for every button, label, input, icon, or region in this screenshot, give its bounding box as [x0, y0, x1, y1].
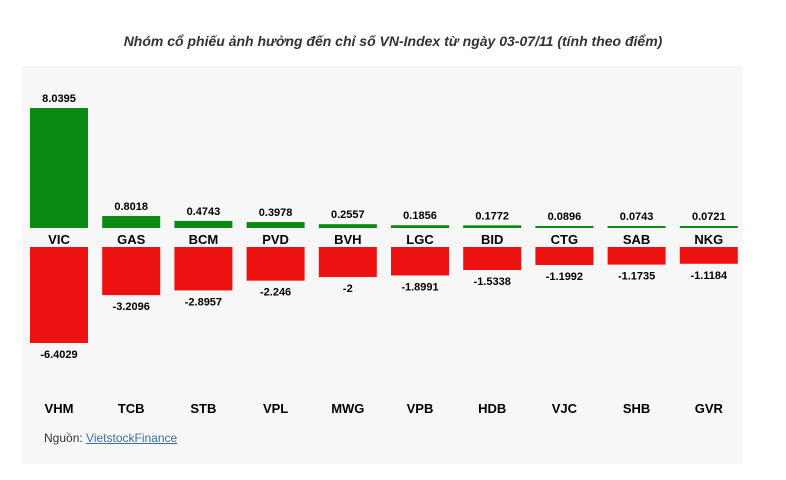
negative-category-label: VPB: [407, 401, 434, 416]
negative-value-label: -1.8991: [401, 281, 438, 293]
positive-bar: [607, 226, 666, 228]
negative-value-label: -6.4029: [40, 349, 77, 361]
negative-category-label: VJC: [552, 401, 578, 416]
positive-category-label: SAB: [623, 232, 650, 247]
negative-value-label: -1.5338: [474, 276, 511, 288]
positive-category-label: LGC: [406, 232, 434, 247]
negative-value-label: -1.1992: [546, 271, 583, 283]
positive-value-label: 0.8018: [114, 201, 148, 213]
negative-value-label: -1.1184: [690, 270, 728, 282]
negative-category-label: GVR: [695, 401, 724, 416]
positive-value-label: 0.4743: [187, 206, 221, 218]
positive-bar: [679, 226, 738, 228]
negative-value-label: -2: [343, 283, 353, 295]
negative-category-label: STB: [190, 401, 216, 416]
positive-value-label: 0.1856: [403, 210, 437, 222]
negative-bar: [174, 247, 233, 291]
negative-bar: [391, 247, 449, 276]
positive-category-label: BVH: [334, 232, 361, 247]
positive-bar: [246, 222, 305, 228]
positive-category-label: BID: [481, 232, 503, 247]
positive-bar: [535, 226, 594, 228]
positive-bar: [463, 225, 522, 228]
positive-bar: [318, 224, 377, 228]
positive-category-label: GAS: [117, 232, 146, 247]
negative-category-label: MWG: [331, 401, 364, 416]
negative-value-label: -2.246: [260, 287, 291, 299]
negative-value-label: -3.2096: [113, 301, 150, 313]
negative-category-label: TCB: [118, 401, 145, 416]
negative-value-label: -2.8957: [185, 296, 222, 308]
positive-bar: [30, 108, 88, 228]
negative-category-label: SHB: [623, 401, 650, 416]
positive-category-label: NKG: [694, 232, 723, 247]
negative-bar: [246, 247, 305, 281]
negative-bar: [607, 247, 666, 265]
positive-category-label: BCM: [189, 232, 219, 247]
source-note: Nguồn: VietstockFinance: [44, 431, 177, 445]
negative-value-label: -1.1735: [618, 271, 655, 283]
positive-value-label: 0.1772: [475, 210, 509, 222]
positive-value-label: 0.0896: [548, 211, 582, 223]
source-link[interactable]: VietstockFinance: [86, 431, 178, 445]
negative-bar: [318, 247, 377, 277]
positive-value-label: 8.0395: [42, 93, 76, 105]
negative-bar: [102, 247, 161, 296]
negative-category-label: VPL: [263, 401, 288, 416]
positive-bar: [174, 220, 233, 228]
positive-value-label: 0.0743: [620, 211, 654, 223]
negative-bar: [535, 247, 594, 265]
positive-category-label: PVD: [262, 232, 289, 247]
positive-category-label: CTG: [551, 232, 578, 247]
negative-category-label: HDB: [478, 401, 506, 416]
negative-bar: [30, 247, 88, 343]
source-label: Nguồn:: [44, 431, 83, 445]
positive-category-label: VIC: [48, 232, 70, 247]
positive-value-label: 0.0721: [692, 211, 726, 223]
chart-title: Nhóm cổ phiếu ảnh hưởng đến chỉ số VN-In…: [123, 33, 663, 49]
positive-bar: [102, 216, 161, 228]
negative-bar: [463, 247, 522, 270]
positive-value-label: 0.3978: [259, 207, 293, 219]
positive-bar: [391, 225, 449, 228]
negative-bar: [679, 247, 738, 264]
negative-category-label: VHM: [45, 401, 74, 416]
positive-value-label: 0.2557: [331, 209, 365, 221]
